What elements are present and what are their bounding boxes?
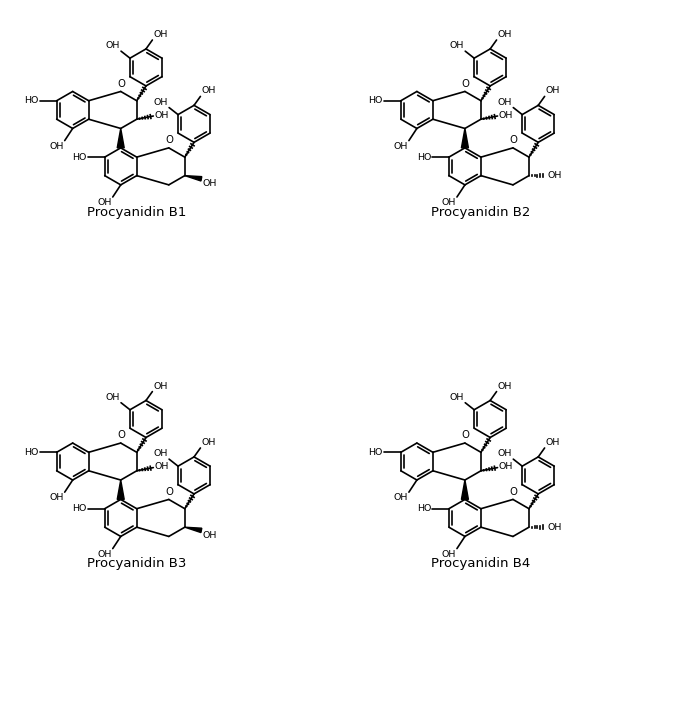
- Text: O: O: [117, 79, 125, 89]
- Text: OH: OH: [153, 449, 168, 458]
- Text: OH: OH: [498, 98, 512, 107]
- Text: OH: OH: [202, 87, 216, 96]
- Polygon shape: [117, 129, 124, 148]
- Text: OH: OH: [442, 550, 456, 559]
- Text: HO: HO: [369, 448, 383, 457]
- Text: HO: HO: [73, 152, 87, 162]
- Text: HO: HO: [73, 504, 87, 513]
- Text: OH: OH: [97, 198, 112, 207]
- Text: OH: OH: [547, 171, 561, 180]
- Text: HO: HO: [416, 504, 431, 513]
- Text: OH: OH: [499, 111, 513, 120]
- Text: OH: OH: [393, 142, 408, 151]
- Text: OH: OH: [155, 463, 169, 471]
- Text: O: O: [165, 135, 173, 145]
- Text: OH: OH: [449, 41, 464, 50]
- Text: OH: OH: [546, 87, 560, 96]
- Text: O: O: [165, 487, 173, 497]
- Text: OH: OH: [155, 111, 169, 120]
- Polygon shape: [185, 527, 202, 533]
- Polygon shape: [117, 480, 124, 500]
- Text: OH: OH: [106, 393, 120, 402]
- Text: OH: OH: [153, 30, 168, 39]
- Polygon shape: [461, 129, 468, 148]
- Text: OH: OH: [547, 523, 561, 532]
- Text: O: O: [461, 79, 469, 89]
- Text: O: O: [510, 487, 517, 497]
- Polygon shape: [185, 176, 202, 181]
- Text: OH: OH: [97, 550, 112, 559]
- Text: HO: HO: [416, 152, 431, 162]
- Text: O: O: [461, 430, 469, 440]
- Text: Procyanidin B1: Procyanidin B1: [87, 206, 186, 219]
- Text: OH: OH: [449, 393, 464, 402]
- Text: HO: HO: [25, 97, 38, 105]
- Text: OH: OH: [546, 438, 560, 447]
- Text: OH: OH: [153, 98, 168, 107]
- Text: Procyanidin B2: Procyanidin B2: [431, 206, 531, 219]
- Text: OH: OH: [50, 142, 64, 151]
- Text: O: O: [510, 135, 517, 145]
- Text: OH: OH: [498, 30, 512, 39]
- Text: OH: OH: [203, 531, 217, 540]
- Text: OH: OH: [393, 493, 408, 503]
- Text: HO: HO: [25, 448, 38, 457]
- Text: Procyanidin B4: Procyanidin B4: [431, 557, 531, 570]
- Text: OH: OH: [498, 382, 512, 390]
- Text: OH: OH: [50, 493, 64, 503]
- Text: HO: HO: [369, 97, 383, 105]
- Text: OH: OH: [203, 179, 217, 189]
- Text: OH: OH: [499, 463, 513, 471]
- Text: OH: OH: [442, 198, 456, 207]
- Polygon shape: [461, 480, 468, 500]
- Text: OH: OH: [202, 438, 216, 447]
- Text: Procyanidin B3: Procyanidin B3: [87, 557, 186, 570]
- Text: OH: OH: [498, 449, 512, 458]
- Text: O: O: [117, 430, 125, 440]
- Text: OH: OH: [106, 41, 120, 50]
- Text: OH: OH: [153, 382, 168, 390]
